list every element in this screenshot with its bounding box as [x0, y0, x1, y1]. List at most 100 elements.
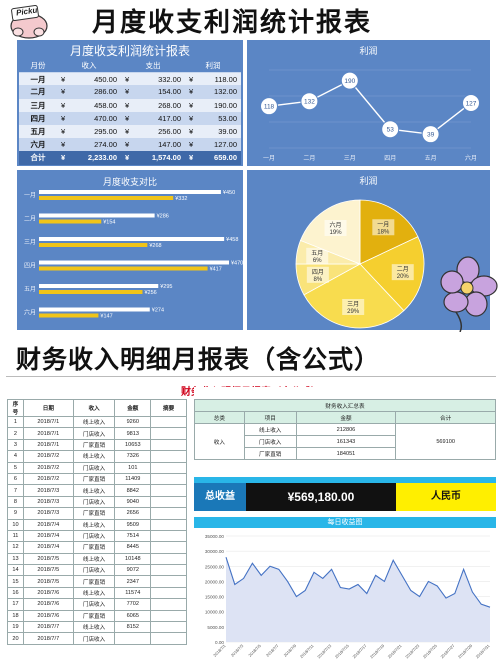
detail-row: 4 2018/7/2 线上收入 7326 — [7, 450, 187, 463]
picku-logo: Picku — [6, 5, 52, 41]
remark-cell — [150, 415, 187, 429]
expense-bar — [39, 313, 99, 318]
date-cell: 2018/7/4 — [22, 518, 74, 531]
expense-cell: 417.00 — [136, 111, 186, 125]
seq-cell: 20 — [7, 632, 24, 645]
x-tick-label: 五月 — [425, 155, 437, 162]
detail-row: 9 2018/7/3 厂家直销 2656 — [7, 507, 187, 520]
pie-label-bg — [391, 264, 414, 281]
currency-symbol: ¥ — [121, 98, 137, 112]
date-cell: 2018/7/6 — [22, 598, 74, 611]
currency-symbol: ¥ — [57, 138, 73, 152]
type-cell: 厂家直销 — [72, 472, 116, 486]
date-cell: 2018/7/3 — [22, 495, 74, 509]
daily-area — [226, 557, 490, 642]
y-tick-label: 30000.00 — [205, 549, 225, 554]
seq-cell: 16 — [7, 586, 24, 600]
x-tick-label: 四月 — [384, 155, 396, 162]
detail-table: 序号 日期 收入 金额 摘要 1 2018/7/1 线上收入 9260 2 2018/7/… — [7, 399, 187, 645]
profit-line-panel: 利润 118 一月 132 二月 190 三月 53 四月 39 五月 127 六月 — [247, 40, 490, 166]
detail-row: 13 2018/7/5 线上收入 10148 — [7, 552, 187, 566]
type-cell: 门店收入 — [72, 529, 116, 543]
profit-line-chart: 118 一月 132 二月 190 三月 53 四月 39 五月 127 六月 — [260, 69, 480, 162]
profit-line — [268, 79, 472, 135]
sum-amount: 184051 — [295, 447, 397, 460]
pie-percent-label: 20% — [397, 274, 410, 280]
category-label: 四月 — [24, 263, 36, 270]
currency-symbol: ¥ — [57, 151, 73, 165]
y-tick-label: 20000.00 — [205, 579, 225, 584]
detail-row: 15 2018/7/5 厂家直销 2347 — [7, 575, 187, 588]
income-cell: 286.00 — [72, 85, 122, 99]
col-income: 收入 — [57, 59, 122, 73]
bar-chart-title: 月度收支对比 — [102, 177, 157, 187]
x-tick-label: 2018/7/15 — [334, 643, 351, 660]
seq-cell: 11 — [7, 529, 24, 543]
amount-cell: 101 — [114, 461, 152, 474]
x-tick-label: 2018/7/13 — [316, 643, 333, 660]
stats-total-row: 合计 ¥2,233.00 ¥1,574.00 ¥659.00 — [19, 151, 241, 165]
sum-item: 厂家直销 — [243, 447, 297, 460]
date-cell: 2018/7/1 — [22, 415, 74, 429]
currency-symbol: ¥ — [57, 111, 73, 125]
expense-bar-label: ¥332 — [175, 196, 187, 202]
remark-cell — [150, 632, 187, 645]
currency-symbol: ¥ — [185, 72, 201, 86]
remark-cell — [150, 438, 187, 452]
sum-amount: 161343 — [295, 435, 397, 448]
detail-row: 19 2018/7/7 线上收入 8152 — [7, 621, 187, 634]
stats-panel: 月度收支利润统计报表 月份 收入 支出 利润 一月 ¥450.00 ¥332.00 ¥… — [17, 40, 243, 166]
income-cell: 274.00 — [72, 138, 122, 152]
profit-cell: 190.00 — [200, 98, 241, 112]
seq-cell: 14 — [7, 564, 24, 577]
seq-cell: 6 — [7, 472, 24, 486]
x-tick-label: 2018/7/5 — [247, 643, 262, 658]
type-cell: 线上收入 — [72, 586, 116, 600]
point-label: 39 — [427, 132, 435, 139]
point-label: 132 — [304, 99, 315, 106]
income-bar-label: ¥286 — [157, 214, 169, 220]
profit-point — [421, 125, 440, 144]
currency-symbol: ¥ — [57, 124, 73, 139]
detail-row: 2 2018/7/1 门店收入 9813 — [7, 427, 187, 440]
amount-cell: 11409 — [114, 472, 152, 486]
detail-row: 17 2018/7/6 门店收入 7702 — [7, 598, 187, 611]
income-bar — [39, 190, 221, 194]
sum-category: 收入 — [194, 423, 245, 460]
pie-category-label: 一月 — [377, 221, 389, 228]
bar-panel: 月度收支对比 一月 ¥450 ¥332 二月 ¥286 ¥154 三月 ¥458 ¥268 四月 ¥… — [17, 170, 243, 330]
date-cell: 2018/7/7 — [22, 621, 74, 634]
date-cell: 2018/7/5 — [22, 575, 74, 588]
sum-item: 门店收入 — [243, 435, 297, 448]
income-bar — [39, 307, 150, 312]
expense-cell: 268.00 — [136, 98, 186, 112]
profit-point — [381, 120, 400, 139]
income-bar-label: ¥458 — [226, 237, 238, 243]
seq-cell: 4 — [7, 450, 24, 463]
income-bar — [39, 213, 155, 218]
month-cell: 一月 — [19, 72, 57, 86]
currency-label: 人民币 — [396, 483, 496, 511]
x-tick-label: 三月 — [344, 155, 356, 162]
detail-row: 16 2018/7/6 线上收入 11574 — [7, 586, 187, 600]
income-bar — [39, 237, 225, 241]
date-cell: 2018/7/1 — [22, 427, 74, 440]
remark-cell — [150, 552, 187, 566]
expense-bar — [39, 290, 143, 294]
amount-cell: 2347 — [114, 575, 152, 588]
month-cell: 五月 — [19, 124, 57, 139]
expense-bar-label: ¥268 — [149, 243, 161, 249]
pie-slice — [303, 263, 405, 329]
stats-table: 月份 收入 支出 利润 一月 ¥450.00 ¥332.00 ¥118.00 二月 ¥28… — [19, 59, 241, 165]
amount-cell: 7326 — [114, 450, 152, 463]
pie-category-label: 二月 — [397, 266, 409, 273]
x-tick-label: 2018/7/23 — [404, 643, 421, 660]
pie-percent-label: 8% — [314, 277, 323, 283]
col-expense: 支出 — [121, 59, 186, 73]
detail-row: 12 2018/7/4 厂家直销 8445 — [7, 541, 187, 554]
amount-cell: 11574 — [114, 586, 152, 600]
total-label: 总收益 — [194, 483, 246, 511]
currency-symbol: ¥ — [57, 72, 73, 86]
